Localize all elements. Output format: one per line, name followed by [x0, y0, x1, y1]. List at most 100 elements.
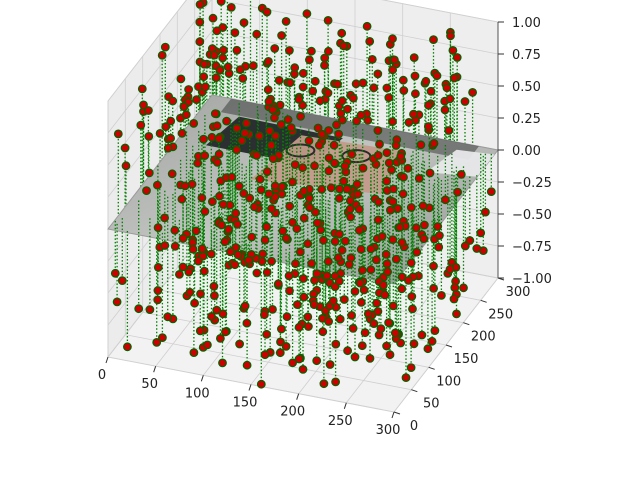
- marker-point: [427, 336, 437, 346]
- marker-point: [341, 236, 350, 246]
- marker-point: [397, 238, 407, 247]
- x-tick-mark: [153, 366, 157, 373]
- marker-point: [316, 225, 326, 235]
- marker-point: [373, 126, 383, 135]
- marker-point: [232, 123, 242, 133]
- marker-point: [460, 97, 470, 106]
- marker-point: [329, 140, 339, 150]
- x-tick-labels: 0 50 100 150 200 250 300: [98, 368, 401, 438]
- marker-point: [311, 207, 320, 217]
- marker-point: [270, 44, 280, 53]
- marker-point: [157, 333, 167, 343]
- marker-point: [210, 109, 220, 118]
- marker-point: [197, 244, 207, 254]
- marker-point: [445, 94, 455, 104]
- marker-point: [419, 234, 429, 244]
- marker-point: [134, 304, 144, 314]
- marker-point: [278, 226, 288, 236]
- marker-point: [168, 96, 178, 106]
- marker-point: [322, 271, 332, 281]
- marker-point: [142, 186, 151, 196]
- marker-point: [320, 61, 329, 70]
- marker-point: [292, 224, 302, 234]
- marker-point: [398, 189, 408, 199]
- marker-point: [423, 344, 433, 354]
- marker-point: [163, 312, 173, 322]
- marker-point: [373, 150, 383, 160]
- marker-point: [232, 145, 242, 155]
- marker-point: [446, 31, 455, 41]
- marker-point: [376, 324, 386, 334]
- marker-point: [335, 193, 344, 203]
- marker-point: [408, 304, 417, 314]
- marker-point: [239, 189, 249, 198]
- marker-point: [383, 267, 393, 277]
- marker-point: [294, 354, 304, 364]
- marker-point: [239, 18, 249, 28]
- x-tick-mark: [105, 356, 109, 364]
- marker-point: [399, 86, 409, 95]
- marker-point: [429, 261, 438, 271]
- marker-point: [388, 235, 398, 245]
- marker-point: [273, 279, 283, 289]
- marker-point: [271, 131, 280, 141]
- marker-point: [262, 268, 272, 277]
- marker-point: [249, 202, 259, 212]
- marker-point: [285, 78, 295, 88]
- marker-point: [268, 154, 278, 163]
- markers: [110, 0, 496, 389]
- marker-point: [286, 123, 296, 132]
- marker-point: [416, 140, 426, 150]
- marker-point: [170, 241, 180, 251]
- marker-point: [335, 229, 344, 239]
- marker-point: [430, 326, 440, 336]
- surface-shirt: [426, 149, 495, 177]
- marker-point: [167, 169, 177, 179]
- marker-point: [381, 249, 391, 259]
- marker-point: [409, 339, 419, 349]
- marker-point: [160, 241, 170, 250]
- marker-point: [220, 237, 230, 247]
- marker-point: [460, 241, 470, 251]
- marker-point: [429, 138, 439, 148]
- marker-point: [178, 233, 188, 243]
- marker-point: [241, 118, 251, 128]
- marker-point: [153, 286, 163, 295]
- marker-point: [180, 181, 190, 191]
- marker-point: [323, 257, 333, 266]
- marker-point: [215, 191, 224, 201]
- marker-point: [290, 160, 300, 170]
- marker-point: [334, 129, 344, 139]
- marker-point: [299, 274, 308, 283]
- marker-point: [288, 358, 298, 368]
- marker-point: [242, 318, 252, 328]
- marker-point: [363, 309, 373, 319]
- marker-point: [404, 117, 414, 127]
- marker-point: [237, 136, 247, 146]
- marker-point: [353, 189, 363, 199]
- marker-point: [409, 109, 418, 119]
- marker-point: [332, 120, 341, 130]
- marker-point: [354, 225, 364, 235]
- marker-point: [315, 96, 325, 106]
- marker-point: [276, 337, 285, 347]
- marker-point: [324, 46, 333, 56]
- marker-point: [411, 89, 420, 99]
- marker-point: [230, 28, 240, 37]
- marker-point: [324, 153, 334, 163]
- marker-point: [178, 262, 188, 272]
- marker-point: [187, 179, 197, 189]
- marker-point: [136, 120, 146, 130]
- x-tick-mark: [391, 411, 395, 419]
- marker-point: [244, 255, 254, 265]
- marker-point: [305, 193, 314, 203]
- marker-point: [157, 50, 167, 60]
- marker-point: [224, 224, 233, 234]
- marker-point: [437, 291, 446, 300]
- z-tick-label: −0.50: [512, 208, 552, 223]
- marker-point: [406, 203, 416, 212]
- marker-point: [200, 207, 210, 216]
- marker-point: [234, 181, 244, 191]
- marker-point: [177, 194, 187, 204]
- marker-point: [407, 292, 417, 301]
